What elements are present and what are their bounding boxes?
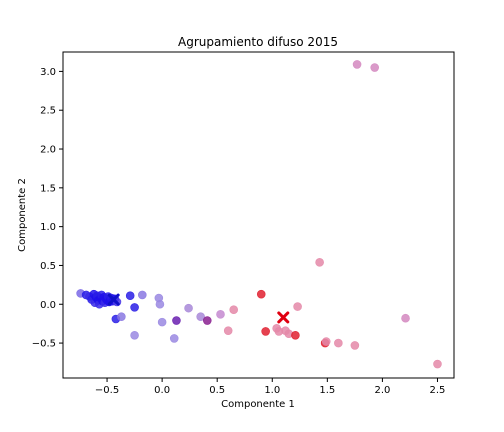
data-point	[157, 317, 167, 327]
data-point	[370, 63, 379, 72]
y-tick-label: 0.5	[40, 261, 56, 272]
data-point	[130, 303, 139, 312]
data-point	[334, 338, 343, 348]
x-tick-label: 1.0	[264, 385, 280, 396]
x-tick-label: 0.5	[209, 385, 225, 396]
data-point	[172, 316, 181, 325]
centroid-markers	[107, 293, 290, 324]
data-point	[125, 291, 135, 301]
data-point	[169, 334, 179, 343]
data-point	[315, 258, 324, 267]
y-tick-label: 2.0	[40, 145, 56, 156]
centroid-marker	[277, 311, 290, 324]
centroid-stroke	[107, 293, 120, 306]
y-tick-label: −0.5	[32, 339, 56, 350]
data-point	[155, 299, 165, 309]
data-point	[216, 310, 225, 319]
data-point	[293, 302, 302, 311]
data-point	[196, 312, 205, 321]
data-points	[76, 60, 442, 369]
data-point	[352, 60, 362, 69]
y-tick-label: 2.5	[40, 106, 56, 117]
x-tick-label: 1.5	[319, 385, 335, 396]
x-tick-label: 2.0	[374, 385, 390, 396]
chart-title: Agrupamiento difuso 2015	[178, 35, 338, 49]
y-axis: −0.5 0.0 0.5 1.0 1.5 2.0 2.5 3.0	[32, 67, 63, 350]
data-point	[138, 290, 147, 300]
data-point	[117, 312, 126, 321]
x-axis-label: Componente 1	[221, 399, 295, 410]
centroid-marker	[107, 293, 120, 306]
data-point	[261, 327, 270, 336]
data-point	[401, 313, 410, 323]
data-point	[202, 316, 212, 325]
data-point	[184, 303, 193, 313]
data-point	[433, 359, 442, 369]
data-point	[223, 326, 233, 335]
data-point	[229, 305, 239, 314]
y-tick-label: 0.0	[40, 300, 56, 311]
x-tick-label: 2.5	[430, 385, 446, 396]
data-point	[350, 341, 360, 350]
y-tick-label: 3.0	[40, 67, 56, 78]
data-point	[321, 337, 331, 346]
centroid-stroke	[277, 311, 290, 324]
plot-frame	[62, 51, 455, 379]
x-axis: −0.5 0.0 0.5 1.0 1.5 2.0 2.5	[95, 378, 446, 396]
data-point	[256, 289, 266, 299]
data-point	[291, 331, 300, 340]
data-point	[130, 331, 139, 340]
plot-area	[62, 51, 455, 379]
y-tick-label: 1.5	[40, 183, 56, 194]
x-tick-label: 0.0	[154, 385, 170, 396]
y-tick-label: 1.0	[40, 222, 56, 233]
x-tick-label: −0.5	[95, 385, 119, 396]
y-axis-label: Componente 2	[17, 178, 28, 252]
